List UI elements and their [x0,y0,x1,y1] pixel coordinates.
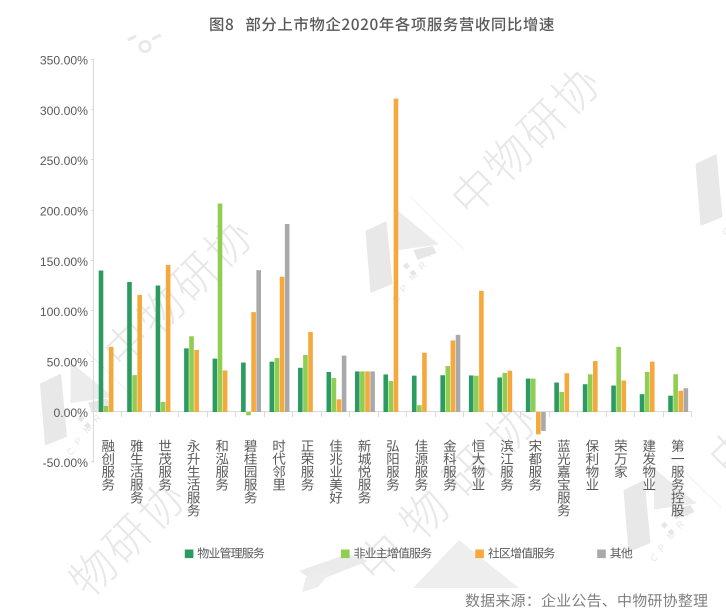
svg-text:-50.00%: -50.00% [43,456,89,470]
svg-text:250.00%: 250.00% [40,154,88,168]
svg-text:100.00%: 100.00% [40,305,88,319]
svg-text:I: I [682,510,692,520]
svg-text:I: I [424,250,434,260]
svg-text:50.00%: 50.00% [47,356,88,370]
svg-text:200.00%: 200.00% [40,205,88,219]
svg-text:300.00%: 300.00% [40,104,88,118]
svg-text:0.00%: 0.00% [53,406,88,420]
svg-text:150.00%: 150.00% [40,255,88,269]
svg-text:350.00%: 350.00% [40,54,88,68]
svg-text:C: C [720,226,726,239]
